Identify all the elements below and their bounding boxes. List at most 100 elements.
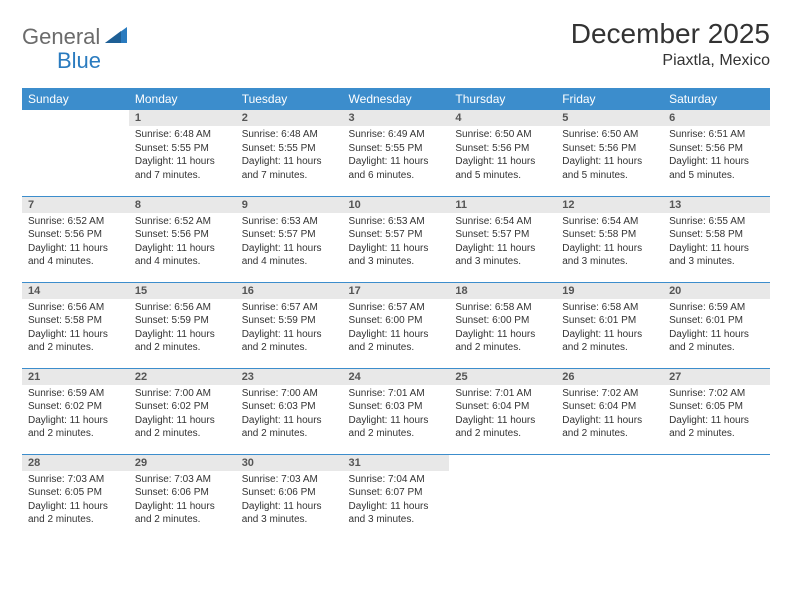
sunrise-line: Sunrise: 6:57 AM — [349, 301, 444, 315]
daylight-line: Daylight: 11 hours and 5 minutes. — [455, 155, 550, 182]
calendar-table: Sunday Monday Tuesday Wednesday Thursday… — [22, 88, 770, 540]
day-details: Sunrise: 7:01 AMSunset: 6:04 PMDaylight:… — [449, 385, 556, 445]
calendar-day-cell: 2Sunrise: 6:48 AMSunset: 5:55 PMDaylight… — [236, 110, 343, 196]
calendar-week-row: 28Sunrise: 7:03 AMSunset: 6:05 PMDayligh… — [22, 454, 770, 540]
sunset-line: Sunset: 6:04 PM — [562, 400, 657, 414]
sunset-line: Sunset: 6:03 PM — [242, 400, 337, 414]
sunset-line: Sunset: 5:55 PM — [242, 142, 337, 156]
sunrise-line: Sunrise: 6:52 AM — [28, 215, 123, 229]
sunrise-line: Sunrise: 6:57 AM — [242, 301, 337, 315]
calendar-day-cell: 7Sunrise: 6:52 AMSunset: 5:56 PMDaylight… — [22, 196, 129, 282]
sunset-line: Sunset: 5:59 PM — [135, 314, 230, 328]
sunset-line: Sunset: 5:56 PM — [669, 142, 764, 156]
day-details: Sunrise: 6:50 AMSunset: 5:56 PMDaylight:… — [556, 126, 663, 186]
sunset-line: Sunset: 6:03 PM — [349, 400, 444, 414]
calendar-day-cell: 4Sunrise: 6:50 AMSunset: 5:56 PMDaylight… — [449, 110, 556, 196]
sunrise-line: Sunrise: 7:00 AM — [135, 387, 230, 401]
day-details: Sunrise: 6:48 AMSunset: 5:55 PMDaylight:… — [236, 126, 343, 186]
calendar-day-cell: 23Sunrise: 7:00 AMSunset: 6:03 PMDayligh… — [236, 368, 343, 454]
sunset-line: Sunset: 5:57 PM — [242, 228, 337, 242]
daylight-line: Daylight: 11 hours and 2 minutes. — [562, 328, 657, 355]
sunrise-line: Sunrise: 6:48 AM — [242, 128, 337, 142]
calendar-day-cell: 31Sunrise: 7:04 AMSunset: 6:07 PMDayligh… — [343, 454, 450, 540]
sunrise-line: Sunrise: 7:02 AM — [669, 387, 764, 401]
daylight-line: Daylight: 11 hours and 2 minutes. — [242, 414, 337, 441]
day-number: 25 — [449, 369, 556, 385]
day-number: 21 — [22, 369, 129, 385]
daylight-line: Daylight: 11 hours and 5 minutes. — [669, 155, 764, 182]
calendar-day-cell: 10Sunrise: 6:53 AMSunset: 5:57 PMDayligh… — [343, 196, 450, 282]
sunrise-line: Sunrise: 6:59 AM — [28, 387, 123, 401]
day-details: Sunrise: 6:58 AMSunset: 6:01 PMDaylight:… — [556, 299, 663, 359]
day-details: Sunrise: 6:56 AMSunset: 5:59 PMDaylight:… — [129, 299, 236, 359]
daylight-line: Daylight: 11 hours and 2 minutes. — [669, 414, 764, 441]
day-number: 19 — [556, 283, 663, 299]
day-number: 18 — [449, 283, 556, 299]
sunrise-line: Sunrise: 6:51 AM — [669, 128, 764, 142]
calendar-week-row: 7Sunrise: 6:52 AMSunset: 5:56 PMDaylight… — [22, 196, 770, 282]
calendar-day-cell — [556, 454, 663, 540]
sunrise-line: Sunrise: 6:53 AM — [349, 215, 444, 229]
calendar-day-cell: 9Sunrise: 6:53 AMSunset: 5:57 PMDaylight… — [236, 196, 343, 282]
sunrise-line: Sunrise: 7:03 AM — [242, 473, 337, 487]
sunset-line: Sunset: 5:59 PM — [242, 314, 337, 328]
sunrise-line: Sunrise: 6:53 AM — [242, 215, 337, 229]
sunrise-line: Sunrise: 7:03 AM — [135, 473, 230, 487]
daylight-line: Daylight: 11 hours and 3 minutes. — [242, 500, 337, 527]
dow-header: Sunday — [22, 88, 129, 110]
day-of-week-row: Sunday Monday Tuesday Wednesday Thursday… — [22, 88, 770, 110]
location-label: Piaxtla, Mexico — [571, 52, 770, 70]
day-number: 29 — [129, 455, 236, 471]
sunrise-line: Sunrise: 7:01 AM — [455, 387, 550, 401]
day-number: 9 — [236, 197, 343, 213]
sunrise-line: Sunrise: 6:54 AM — [455, 215, 550, 229]
daylight-line: Daylight: 11 hours and 2 minutes. — [135, 500, 230, 527]
day-details: Sunrise: 6:58 AMSunset: 6:00 PMDaylight:… — [449, 299, 556, 359]
sunset-line: Sunset: 5:56 PM — [562, 142, 657, 156]
calendar-day-cell: 26Sunrise: 7:02 AMSunset: 6:04 PMDayligh… — [556, 368, 663, 454]
day-details: Sunrise: 6:48 AMSunset: 5:55 PMDaylight:… — [129, 126, 236, 186]
sunset-line: Sunset: 5:56 PM — [28, 228, 123, 242]
daylight-line: Daylight: 11 hours and 2 minutes. — [669, 328, 764, 355]
daylight-line: Daylight: 11 hours and 7 minutes. — [135, 155, 230, 182]
title-block: December 2025 Piaxtla, Mexico — [571, 18, 770, 70]
calendar-day-cell: 30Sunrise: 7:03 AMSunset: 6:06 PMDayligh… — [236, 454, 343, 540]
sunrise-line: Sunrise: 6:49 AM — [349, 128, 444, 142]
sunset-line: Sunset: 5:58 PM — [28, 314, 123, 328]
sunrise-line: Sunrise: 6:54 AM — [562, 215, 657, 229]
sunrise-line: Sunrise: 6:55 AM — [669, 215, 764, 229]
day-details: Sunrise: 7:02 AMSunset: 6:05 PMDaylight:… — [663, 385, 770, 445]
day-details: Sunrise: 7:03 AMSunset: 6:06 PMDaylight:… — [236, 471, 343, 531]
calendar-week-row: 1Sunrise: 6:48 AMSunset: 5:55 PMDaylight… — [22, 110, 770, 196]
day-number: 4 — [449, 110, 556, 126]
brand-triangle-icon — [105, 25, 127, 48]
calendar-day-cell: 13Sunrise: 6:55 AMSunset: 5:58 PMDayligh… — [663, 196, 770, 282]
sunset-line: Sunset: 6:05 PM — [669, 400, 764, 414]
day-number: 27 — [663, 369, 770, 385]
sunset-line: Sunset: 5:58 PM — [562, 228, 657, 242]
day-number: 30 — [236, 455, 343, 471]
day-details: Sunrise: 6:54 AMSunset: 5:58 PMDaylight:… — [556, 213, 663, 273]
day-number: 15 — [129, 283, 236, 299]
day-number: 8 — [129, 197, 236, 213]
calendar-day-cell: 24Sunrise: 7:01 AMSunset: 6:03 PMDayligh… — [343, 368, 450, 454]
dow-header: Monday — [129, 88, 236, 110]
sunset-line: Sunset: 6:00 PM — [349, 314, 444, 328]
sunset-line: Sunset: 6:01 PM — [669, 314, 764, 328]
brand-logo: General — [22, 24, 129, 50]
day-number: 2 — [236, 110, 343, 126]
calendar-day-cell: 27Sunrise: 7:02 AMSunset: 6:05 PMDayligh… — [663, 368, 770, 454]
calendar-page: General December 2025 Piaxtla, Mexico Bl… — [0, 0, 792, 540]
day-number: 22 — [129, 369, 236, 385]
day-details: Sunrise: 6:50 AMSunset: 5:56 PMDaylight:… — [449, 126, 556, 186]
calendar-day-cell: 18Sunrise: 6:58 AMSunset: 6:00 PMDayligh… — [449, 282, 556, 368]
day-details: Sunrise: 6:59 AMSunset: 6:02 PMDaylight:… — [22, 385, 129, 445]
day-number: 13 — [663, 197, 770, 213]
daylight-line: Daylight: 11 hours and 5 minutes. — [562, 155, 657, 182]
calendar-day-cell: 20Sunrise: 6:59 AMSunset: 6:01 PMDayligh… — [663, 282, 770, 368]
daylight-line: Daylight: 11 hours and 2 minutes. — [28, 328, 123, 355]
day-number: 5 — [556, 110, 663, 126]
day-number: 14 — [22, 283, 129, 299]
sunrise-line: Sunrise: 7:01 AM — [349, 387, 444, 401]
day-details: Sunrise: 7:04 AMSunset: 6:07 PMDaylight:… — [343, 471, 450, 531]
